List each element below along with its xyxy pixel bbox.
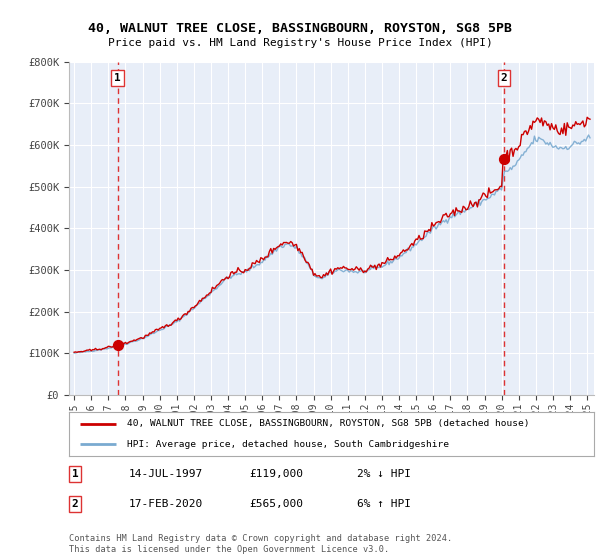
Text: 2: 2 [71,499,79,509]
Text: 40, WALNUT TREE CLOSE, BASSINGBOURN, ROYSTON, SG8 5PB: 40, WALNUT TREE CLOSE, BASSINGBOURN, ROY… [88,22,512,35]
Text: HPI: Average price, detached house, South Cambridgeshire: HPI: Average price, detached house, Sout… [127,440,449,449]
Text: 17-FEB-2020: 17-FEB-2020 [129,499,203,509]
Text: £119,000: £119,000 [249,469,303,479]
Text: 40, WALNUT TREE CLOSE, BASSINGBOURN, ROYSTON, SG8 5PB (detached house): 40, WALNUT TREE CLOSE, BASSINGBOURN, ROY… [127,419,529,428]
Point [113,340,122,349]
Text: £565,000: £565,000 [249,499,303,509]
Text: Contains HM Land Registry data © Crown copyright and database right 2024.: Contains HM Land Registry data © Crown c… [69,534,452,543]
Text: 2% ↓ HPI: 2% ↓ HPI [357,469,411,479]
Point [499,155,509,164]
Text: Price paid vs. HM Land Registry's House Price Index (HPI): Price paid vs. HM Land Registry's House … [107,38,493,48]
Text: 1: 1 [114,73,121,83]
Text: This data is licensed under the Open Government Licence v3.0.: This data is licensed under the Open Gov… [69,545,389,554]
Text: 2: 2 [500,73,507,83]
Text: 6% ↑ HPI: 6% ↑ HPI [357,499,411,509]
Text: 1: 1 [71,469,79,479]
Text: 14-JUL-1997: 14-JUL-1997 [129,469,203,479]
